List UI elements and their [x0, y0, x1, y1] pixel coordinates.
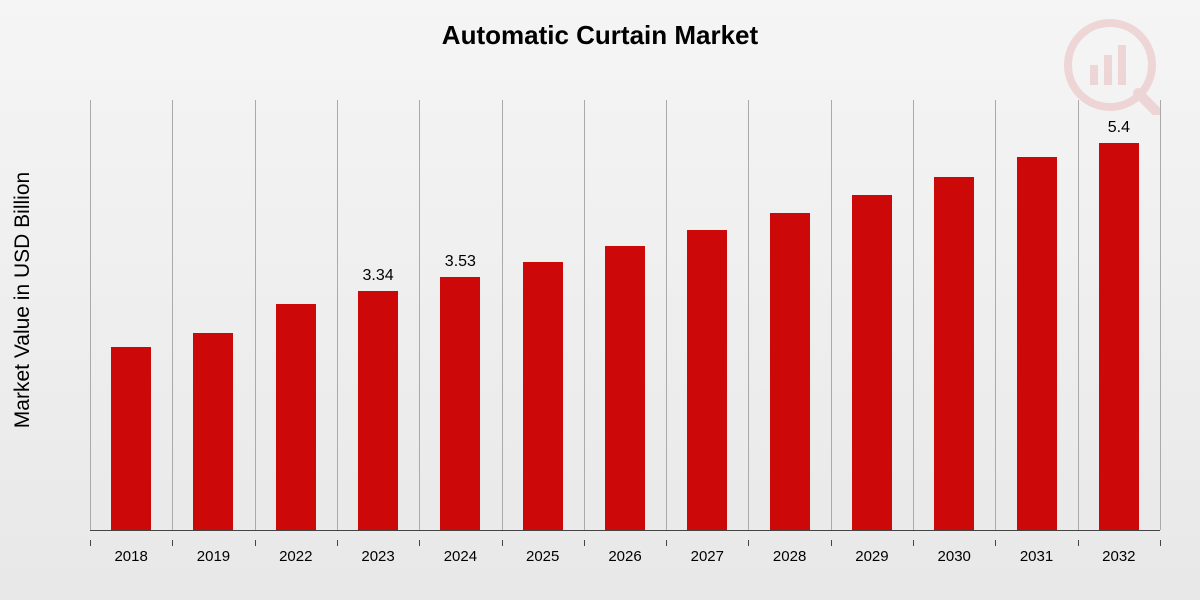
gridline — [172, 100, 173, 530]
gridline — [419, 100, 420, 530]
bar-value-label: 3.34 — [362, 267, 393, 285]
bar — [193, 333, 233, 530]
gridline — [255, 100, 256, 530]
x-tick — [172, 540, 173, 546]
x-tick — [995, 540, 996, 546]
x-axis-category-label: 2024 — [444, 548, 477, 565]
chart-title: Automatic Curtain Market — [0, 20, 1200, 51]
bar — [276, 304, 316, 530]
plot-area: 3.34 3.53 5.4 — [90, 100, 1160, 530]
y-axis-label: Market Value in USD Billion — [11, 172, 35, 428]
bar — [1099, 143, 1139, 530]
x-axis-category-label: 2028 — [773, 548, 806, 565]
x-axis-category-label: 2023 — [361, 548, 394, 565]
gridline — [913, 100, 914, 530]
x-axis-category-label: 2032 — [1102, 548, 1135, 565]
bar — [523, 262, 563, 530]
x-axis-category-label: 2029 — [855, 548, 888, 565]
x-axis-category-label: 2026 — [608, 548, 641, 565]
x-tick — [831, 540, 832, 546]
gridline — [1160, 100, 1161, 530]
x-axis-category-label: 2031 — [1020, 548, 1053, 565]
x-tick — [1160, 540, 1161, 546]
chart-container: Automatic Curtain Market Market Value in… — [0, 0, 1200, 600]
x-axis-line — [90, 530, 1160, 531]
x-axis-category-label: 2019 — [197, 548, 230, 565]
bar — [1017, 157, 1057, 530]
x-axis-category-label: 2027 — [691, 548, 724, 565]
x-axis-labels: 2018 2019 2022 2023 2024 2025 2026 2027 2028 2029… — [90, 540, 1160, 570]
gridline — [1078, 100, 1079, 530]
bar — [770, 213, 810, 530]
bar-value-label: 5.4 — [1108, 119, 1130, 137]
gridline — [584, 100, 585, 530]
x-axis-category-label: 2030 — [938, 548, 971, 565]
gridline — [502, 100, 503, 530]
bar — [687, 230, 727, 530]
x-axis-category-label: 2025 — [526, 548, 559, 565]
x-tick — [748, 540, 749, 546]
gridline — [748, 100, 749, 530]
x-tick — [1078, 540, 1079, 546]
x-axis-category-label: 2018 — [114, 548, 147, 565]
bar — [440, 277, 480, 530]
x-tick — [913, 540, 914, 546]
x-axis-category-label: 2022 — [279, 548, 312, 565]
x-tick — [419, 540, 420, 546]
x-tick — [666, 540, 667, 546]
bar — [111, 347, 151, 530]
bar — [358, 291, 398, 530]
gridline — [666, 100, 667, 530]
bar — [605, 246, 645, 530]
bar — [934, 177, 974, 530]
x-tick — [502, 540, 503, 546]
bar — [852, 195, 892, 530]
gridline — [337, 100, 338, 530]
gridline — [995, 100, 996, 530]
gridline — [90, 100, 91, 530]
gridline — [831, 100, 832, 530]
x-tick — [90, 540, 91, 546]
x-tick — [584, 540, 585, 546]
x-tick — [337, 540, 338, 546]
bar-value-label: 3.53 — [445, 253, 476, 271]
x-tick — [255, 540, 256, 546]
